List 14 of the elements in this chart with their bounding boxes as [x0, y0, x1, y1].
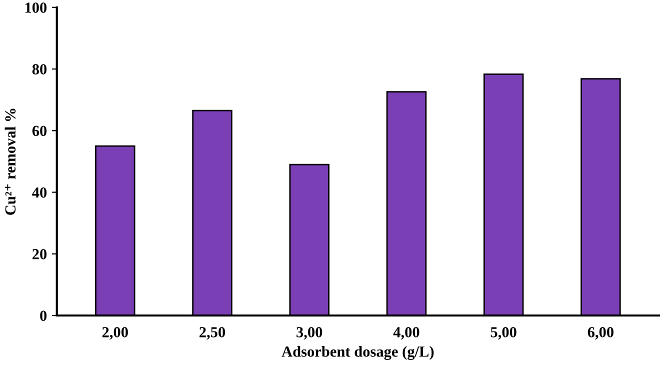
y-tick-label: 100: [25, 2, 47, 13]
y-tick-label: 80: [32, 64, 47, 74]
x-tick-label: 6,00: [588, 327, 614, 340]
y-tick-label: 40: [32, 187, 47, 198]
y-tick-label: 20: [32, 249, 47, 260]
x-tick-label: 4,00: [393, 327, 420, 340]
x-tick-label: 2,50: [200, 327, 226, 340]
x-tick-label: 2,00: [102, 327, 128, 340]
x-axis-title: Adsorbent dosage (g/L): [282, 346, 434, 360]
x-tick-label: 3,00: [296, 327, 322, 340]
y-tick-label: 60: [32, 126, 47, 136]
x-tick-label: 5,00: [490, 327, 516, 340]
y-axis-title: Cu²⁺ removal %: [4, 108, 16, 215]
y-tick-label: 0: [40, 310, 47, 321]
